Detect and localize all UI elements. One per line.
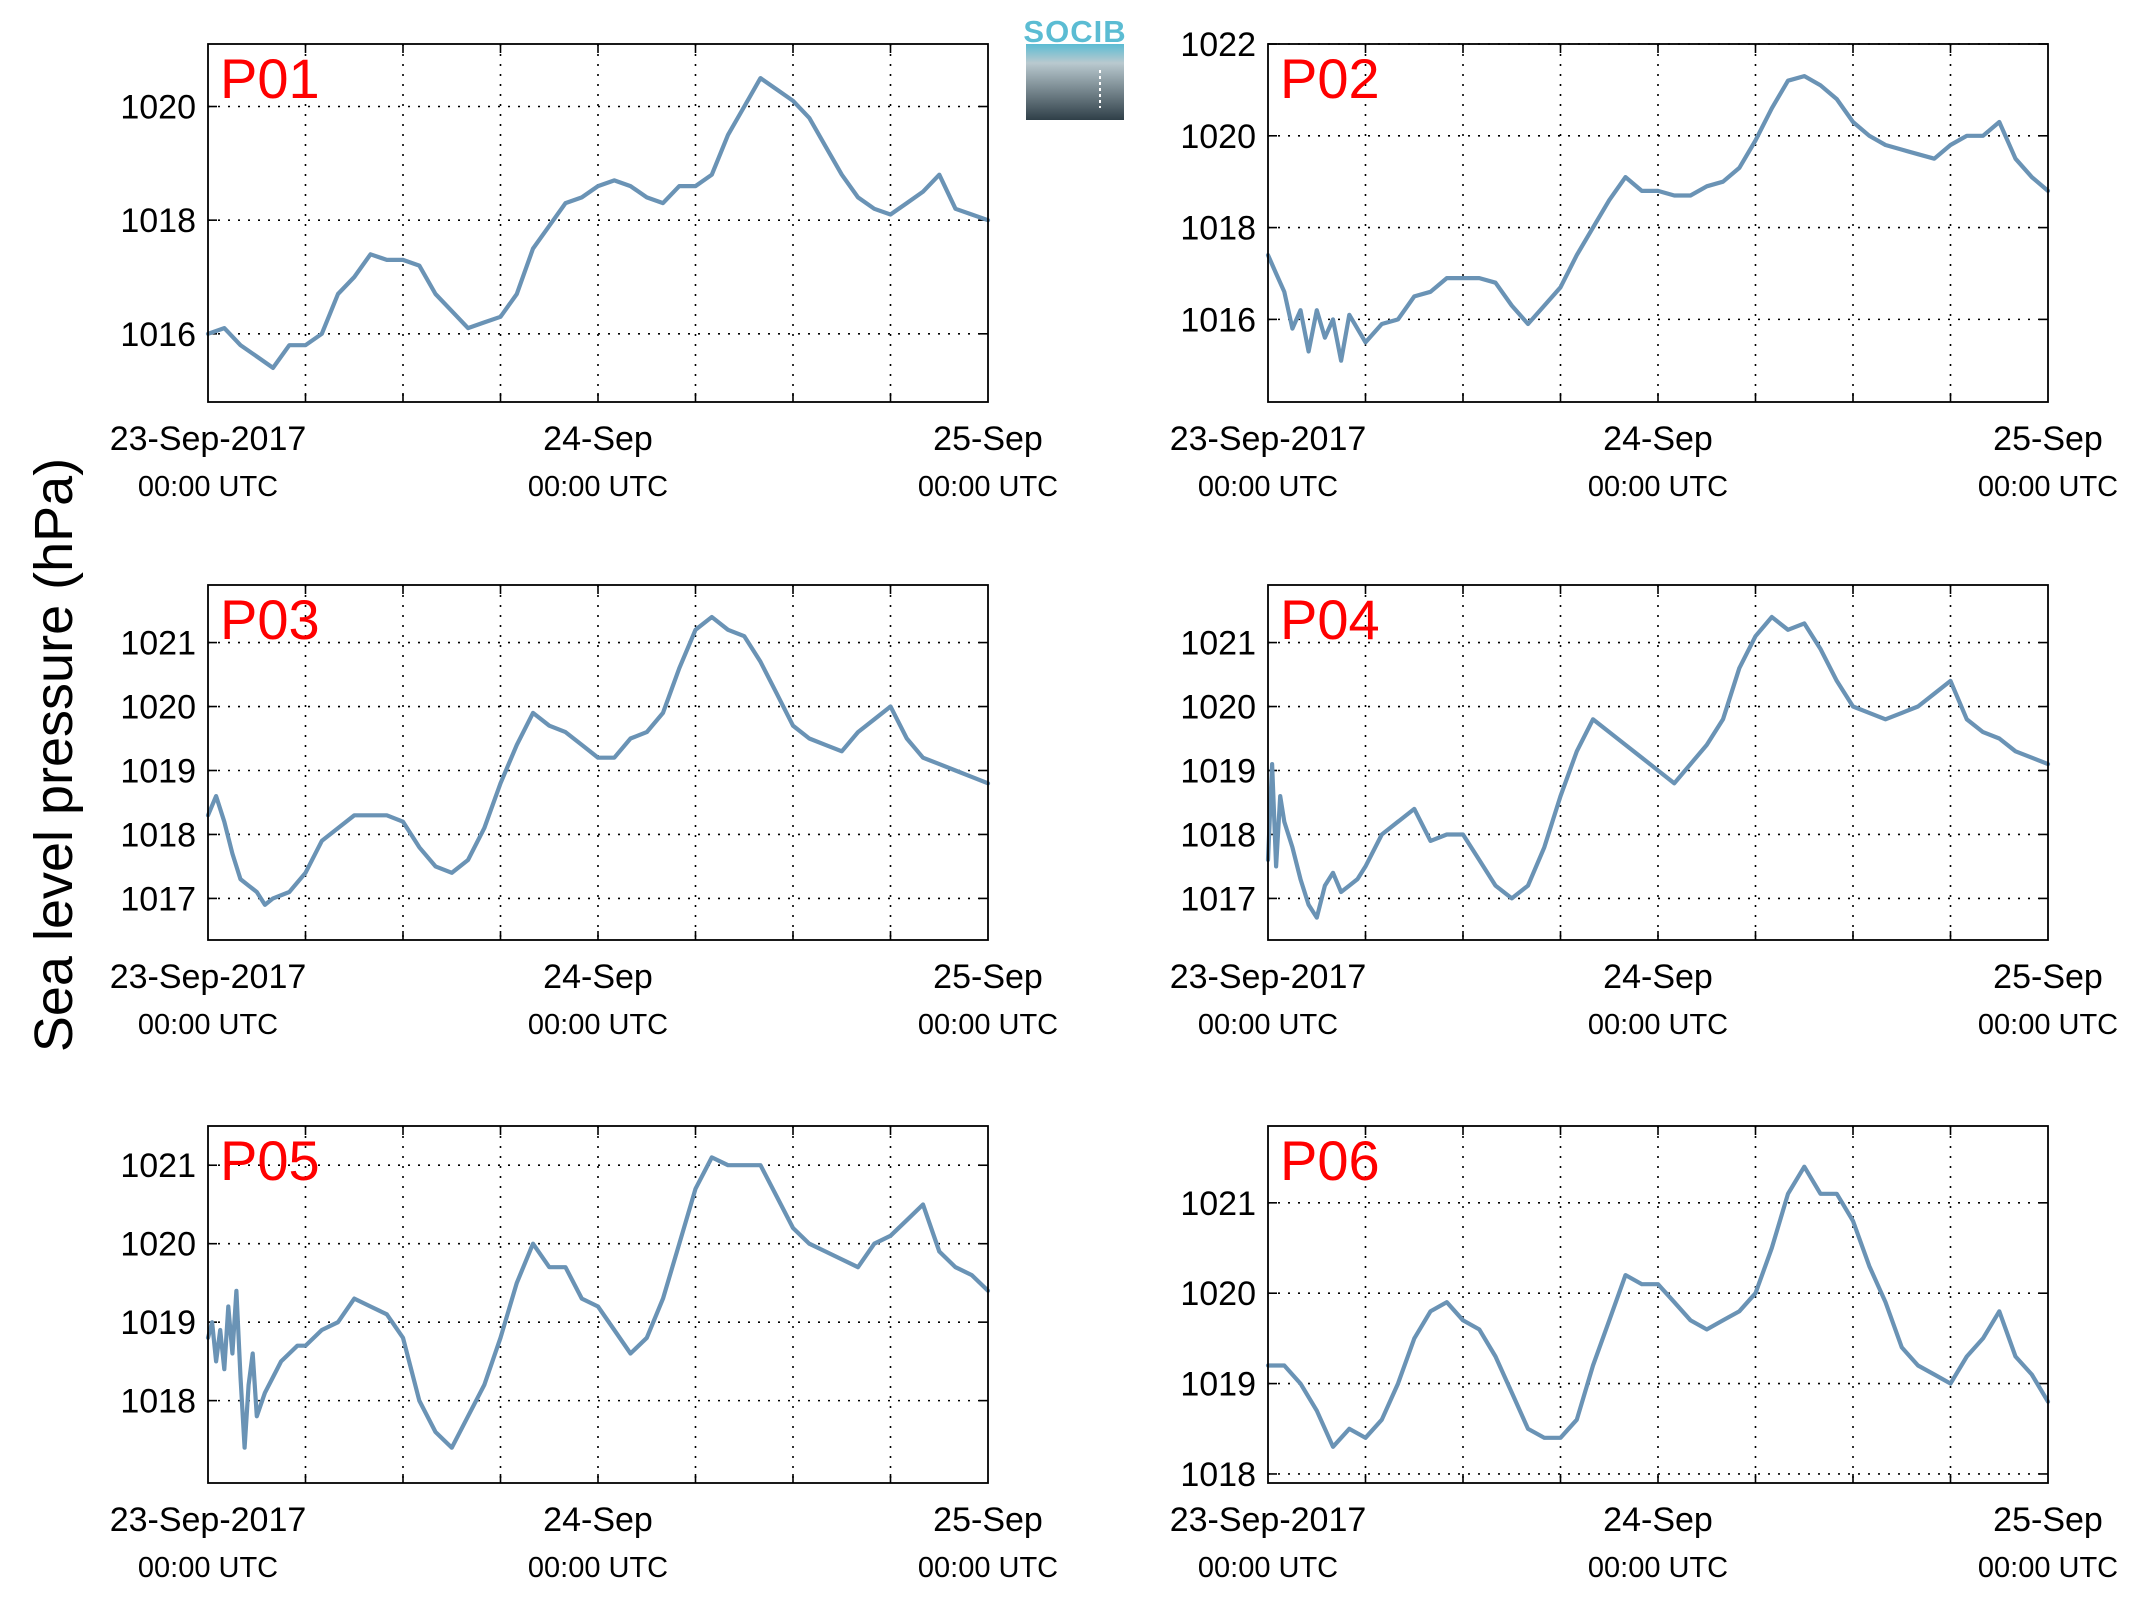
panel-p03: 1017 1018 1019 1020 1021 23-Sep-2017 00:00 UTC… [110,584,1058,1041]
x-tick-sublabel: 00:00 UTC [528,1009,668,1041]
x-tick-sublabel: 00:00 UTC [528,1552,668,1584]
pressure-series-line [1265,1164,2051,1449]
panel-label: P03 [220,588,320,651]
y-tick-label: 1018 [1180,210,1256,248]
x-tick-sublabel: 00:00 UTC [138,1552,278,1584]
panel-p04: 1017 1018 1019 1020 1021 23-Sep-2017 00:00 UTC… [1170,584,2118,1041]
panel-label: P04 [1280,588,1380,651]
y-axis-label: Sea level pressure (hPa) [24,458,84,1052]
y-tick-label: 1018 [120,1383,196,1421]
panel-p02: 1016 1018 1020 1022 23-Sep-2017 00:00 UTC 24-S… [1170,26,2118,503]
y-tick-label: 1018 [1180,816,1256,854]
panel-label: P05 [220,1129,320,1192]
x-tick-label: 23-Sep-2017 [110,1501,307,1539]
panel-label: P01 [220,47,320,110]
y-tick-label: 1019 [120,752,196,790]
axes-frame [207,1125,989,1484]
pressure-series-line [1265,614,2051,920]
panel-p06: 1018 1019 1020 1021 23-Sep-2017 00:00 UTC 24-S… [1170,1125,2118,1584]
x-tick-sublabel: 00:00 UTC [138,1009,278,1041]
x-tick-label: 24-Sep [543,1501,653,1539]
logo-text: SOCIB [1023,14,1126,49]
y-tick-label: 1016 [1180,301,1256,339]
y-tick-label: 1021 [1180,1185,1256,1223]
x-tick-label: 25-Sep [1993,958,2103,996]
panels-container: 1016 1018 1020 23-Sep-2017 00:00 UTC 24-Sep 00… [110,26,2118,1584]
y-tick-label: 1019 [120,1304,196,1342]
axes-frame [207,43,989,403]
x-tick-label: 24-Sep [1603,420,1713,458]
panel-label: P02 [1280,47,1380,110]
axes-frame [207,584,989,941]
y-tick-label: 1016 [120,316,196,354]
y-tick-label: 1017 [120,880,196,918]
x-tick-sublabel: 00:00 UTC [1198,471,1338,503]
y-tick-label: 1021 [120,1147,196,1185]
y-tick-label: 1018 [120,816,196,854]
x-tick-label: 24-Sep [1603,958,1713,996]
x-tick-label: 25-Sep [1993,420,2103,458]
panel-label: P06 [1280,1129,1380,1192]
axes-frame [1267,584,2049,941]
x-tick-sublabel: 00:00 UTC [1588,1552,1728,1584]
panel-p05: 1018 1019 1020 1021 23-Sep-2017 00:00 UTC 24-S… [110,1125,1058,1584]
x-tick-label: 23-Sep-2017 [1170,958,1367,996]
socib-logo: SOCIB [1023,14,1126,120]
x-tick-label: 25-Sep [1993,1501,2103,1539]
axes-frame [1267,43,2049,403]
panel-p01: 1016 1018 1020 23-Sep-2017 00:00 UTC 24-Sep 00… [110,43,1058,503]
x-tick-sublabel: 00:00 UTC [528,471,668,503]
y-tick-label: 1019 [1180,752,1256,790]
y-tick-label: 1017 [1180,880,1256,918]
x-tick-label: 25-Sep [933,958,1043,996]
y-tick-label: 1019 [1180,1366,1256,1404]
x-tick-sublabel: 00:00 UTC [138,471,278,503]
x-tick-sublabel: 00:00 UTC [918,1552,1058,1584]
x-tick-label: 24-Sep [543,958,653,996]
x-tick-label: 23-Sep-2017 [110,420,307,458]
pressure-series-line [205,76,991,370]
x-tick-label: 24-Sep [1603,1501,1713,1539]
x-tick-sublabel: 00:00 UTC [1978,471,2118,503]
x-tick-sublabel: 00:00 UTC [1198,1009,1338,1041]
y-tick-label: 1020 [1180,118,1256,156]
x-tick-sublabel: 00:00 UTC [1978,1552,2118,1584]
y-tick-label: 1020 [120,689,196,727]
logo-gradient-block [1026,44,1124,120]
axes-frame [1267,1125,2049,1484]
pressure-series-line [205,1155,991,1450]
x-tick-label: 23-Sep-2017 [110,958,307,996]
y-tick-label: 1021 [120,625,196,663]
x-tick-sublabel: 00:00 UTC [918,471,1058,503]
x-tick-sublabel: 00:00 UTC [918,1009,1058,1041]
x-tick-sublabel: 00:00 UTC [1588,471,1728,503]
x-tick-label: 25-Sep [933,420,1043,458]
y-tick-label: 1020 [120,89,196,127]
x-tick-sublabel: 00:00 UTC [1198,1552,1338,1584]
x-tick-sublabel: 00:00 UTC [1978,1009,2118,1041]
y-tick-label: 1020 [1180,1275,1256,1313]
x-tick-label: 24-Sep [543,420,653,458]
y-tick-label: 1020 [1180,689,1256,727]
y-tick-label: 1018 [120,202,196,240]
y-tick-label: 1020 [120,1226,196,1264]
x-tick-label: 25-Sep [933,1501,1043,1539]
y-tick-label: 1018 [1180,1456,1256,1494]
y-tick-label: 1022 [1180,26,1256,64]
pressure-series-line [205,614,991,907]
x-tick-label: 23-Sep-2017 [1170,1501,1367,1539]
x-tick-label: 23-Sep-2017 [1170,420,1367,458]
y-tick-label: 1021 [1180,625,1256,663]
pressure-series-line [1265,74,2051,363]
x-tick-sublabel: 00:00 UTC [1588,1009,1728,1041]
